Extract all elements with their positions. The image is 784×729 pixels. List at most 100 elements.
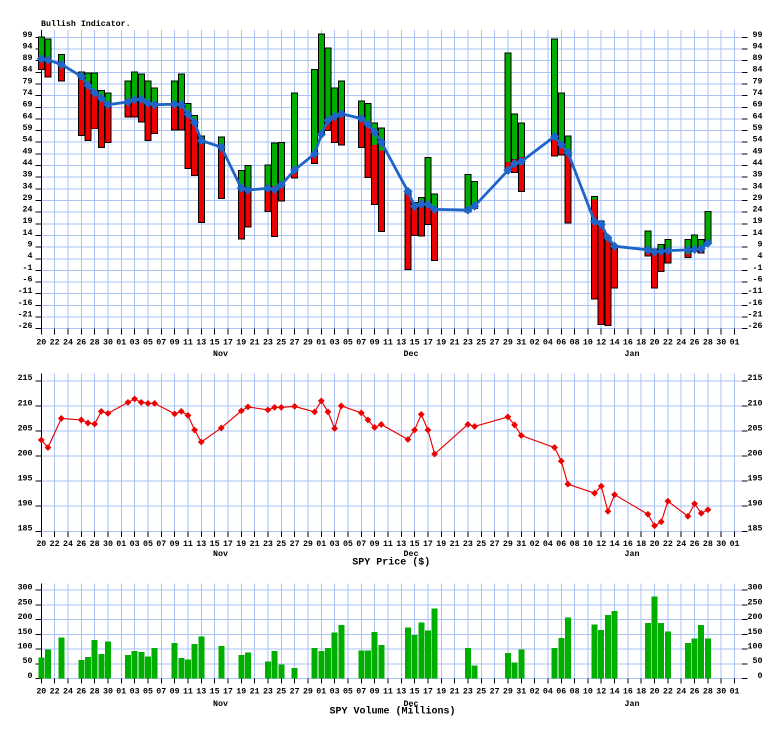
svg-text:Nov: Nov <box>213 700 228 709</box>
svg-text:19: 19 <box>752 217 762 226</box>
svg-text:07: 07 <box>156 688 166 697</box>
svg-text:100: 100 <box>18 642 33 651</box>
svg-text:150: 150 <box>748 628 763 637</box>
svg-text:11: 11 <box>183 688 193 697</box>
svg-text:31: 31 <box>516 688 526 697</box>
svg-text:03: 03 <box>330 540 340 549</box>
svg-text:05: 05 <box>343 688 353 697</box>
svg-text:34: 34 <box>23 182 33 191</box>
svg-text:23: 23 <box>463 688 473 697</box>
svg-text:22: 22 <box>50 688 60 697</box>
svg-text:29: 29 <box>503 688 513 697</box>
svg-text:24: 24 <box>676 540 686 549</box>
svg-text:190: 190 <box>18 500 33 509</box>
svg-text:05: 05 <box>143 339 153 348</box>
svg-text:09: 09 <box>170 339 180 348</box>
svg-text:22: 22 <box>663 339 673 348</box>
svg-text:-6: -6 <box>752 275 762 284</box>
svg-text:-26: -26 <box>18 322 33 331</box>
svg-text:-16: -16 <box>748 299 763 308</box>
svg-text:13: 13 <box>396 688 406 697</box>
svg-text:200: 200 <box>748 449 763 458</box>
svg-text:27: 27 <box>490 540 500 549</box>
svg-text:22: 22 <box>663 688 673 697</box>
svg-text:02: 02 <box>530 339 540 348</box>
svg-text:06: 06 <box>556 540 566 549</box>
svg-text:21: 21 <box>450 339 460 348</box>
svg-text:94: 94 <box>752 42 762 51</box>
svg-text:9: 9 <box>28 241 33 250</box>
svg-text:79: 79 <box>23 77 33 86</box>
svg-text:23: 23 <box>463 540 473 549</box>
svg-text:03: 03 <box>330 688 340 697</box>
svg-text:Dec: Dec <box>404 550 419 559</box>
svg-text:84: 84 <box>23 66 33 75</box>
svg-text:23: 23 <box>263 688 273 697</box>
svg-text:99: 99 <box>752 31 762 40</box>
svg-text:-26: -26 <box>748 322 763 331</box>
svg-text:39: 39 <box>752 171 762 180</box>
svg-text:05: 05 <box>343 540 353 549</box>
svg-text:Bullish Indicator.: Bullish Indicator. <box>41 19 131 29</box>
svg-text:17: 17 <box>423 540 433 549</box>
svg-text:01: 01 <box>116 688 126 697</box>
svg-text:26: 26 <box>690 339 700 348</box>
svg-text:28: 28 <box>703 540 713 549</box>
svg-text:05: 05 <box>143 540 153 549</box>
svg-text:20: 20 <box>650 688 660 697</box>
svg-text:28: 28 <box>703 688 713 697</box>
svg-text:21: 21 <box>250 540 260 549</box>
svg-text:04: 04 <box>543 540 553 549</box>
svg-text:59: 59 <box>752 124 762 133</box>
svg-text:24: 24 <box>676 339 686 348</box>
svg-text:49: 49 <box>23 147 33 156</box>
svg-text:01: 01 <box>116 339 126 348</box>
svg-text:29: 29 <box>23 194 33 203</box>
svg-text:29: 29 <box>303 339 313 348</box>
svg-text:11: 11 <box>383 339 393 348</box>
svg-text:02: 02 <box>530 688 540 697</box>
svg-text:07: 07 <box>356 339 366 348</box>
svg-text:44: 44 <box>752 159 762 168</box>
svg-text:14: 14 <box>23 229 33 238</box>
svg-text:22: 22 <box>50 540 60 549</box>
svg-text:13: 13 <box>196 540 206 549</box>
svg-text:195: 195 <box>748 475 763 484</box>
svg-text:-11: -11 <box>18 287 33 296</box>
svg-text:26: 26 <box>76 540 86 549</box>
svg-text:-6: -6 <box>23 275 33 284</box>
svg-text:01: 01 <box>116 540 126 549</box>
svg-text:13: 13 <box>396 339 406 348</box>
svg-text:26: 26 <box>690 688 700 697</box>
svg-text:20: 20 <box>36 339 46 348</box>
svg-text:200: 200 <box>748 613 763 622</box>
svg-text:25: 25 <box>276 688 286 697</box>
svg-text:09: 09 <box>370 540 380 549</box>
svg-text:14: 14 <box>752 229 762 238</box>
svg-text:SPY Volume (Millions): SPY Volume (Millions) <box>329 706 455 718</box>
svg-text:205: 205 <box>18 424 33 433</box>
svg-text:SPY Price ($): SPY Price ($) <box>352 557 430 569</box>
svg-text:08: 08 <box>570 339 580 348</box>
svg-text:21: 21 <box>450 540 460 549</box>
svg-text:09: 09 <box>170 540 180 549</box>
svg-text:205: 205 <box>748 424 763 433</box>
svg-text:19: 19 <box>436 339 446 348</box>
svg-text:24: 24 <box>23 206 33 215</box>
svg-text:03: 03 <box>130 540 140 549</box>
svg-text:210: 210 <box>18 399 33 408</box>
svg-text:06: 06 <box>556 688 566 697</box>
svg-text:25: 25 <box>276 339 286 348</box>
svg-text:30: 30 <box>716 339 726 348</box>
svg-text:-1: -1 <box>752 264 762 273</box>
svg-text:15: 15 <box>410 540 420 549</box>
svg-text:185: 185 <box>18 525 33 534</box>
svg-text:44: 44 <box>23 159 33 168</box>
svg-text:16: 16 <box>623 540 633 549</box>
svg-text:14: 14 <box>610 540 620 549</box>
svg-text:06: 06 <box>556 339 566 348</box>
svg-text:84: 84 <box>752 66 762 75</box>
svg-text:09: 09 <box>370 688 380 697</box>
svg-text:74: 74 <box>23 89 33 98</box>
svg-text:03: 03 <box>130 339 140 348</box>
